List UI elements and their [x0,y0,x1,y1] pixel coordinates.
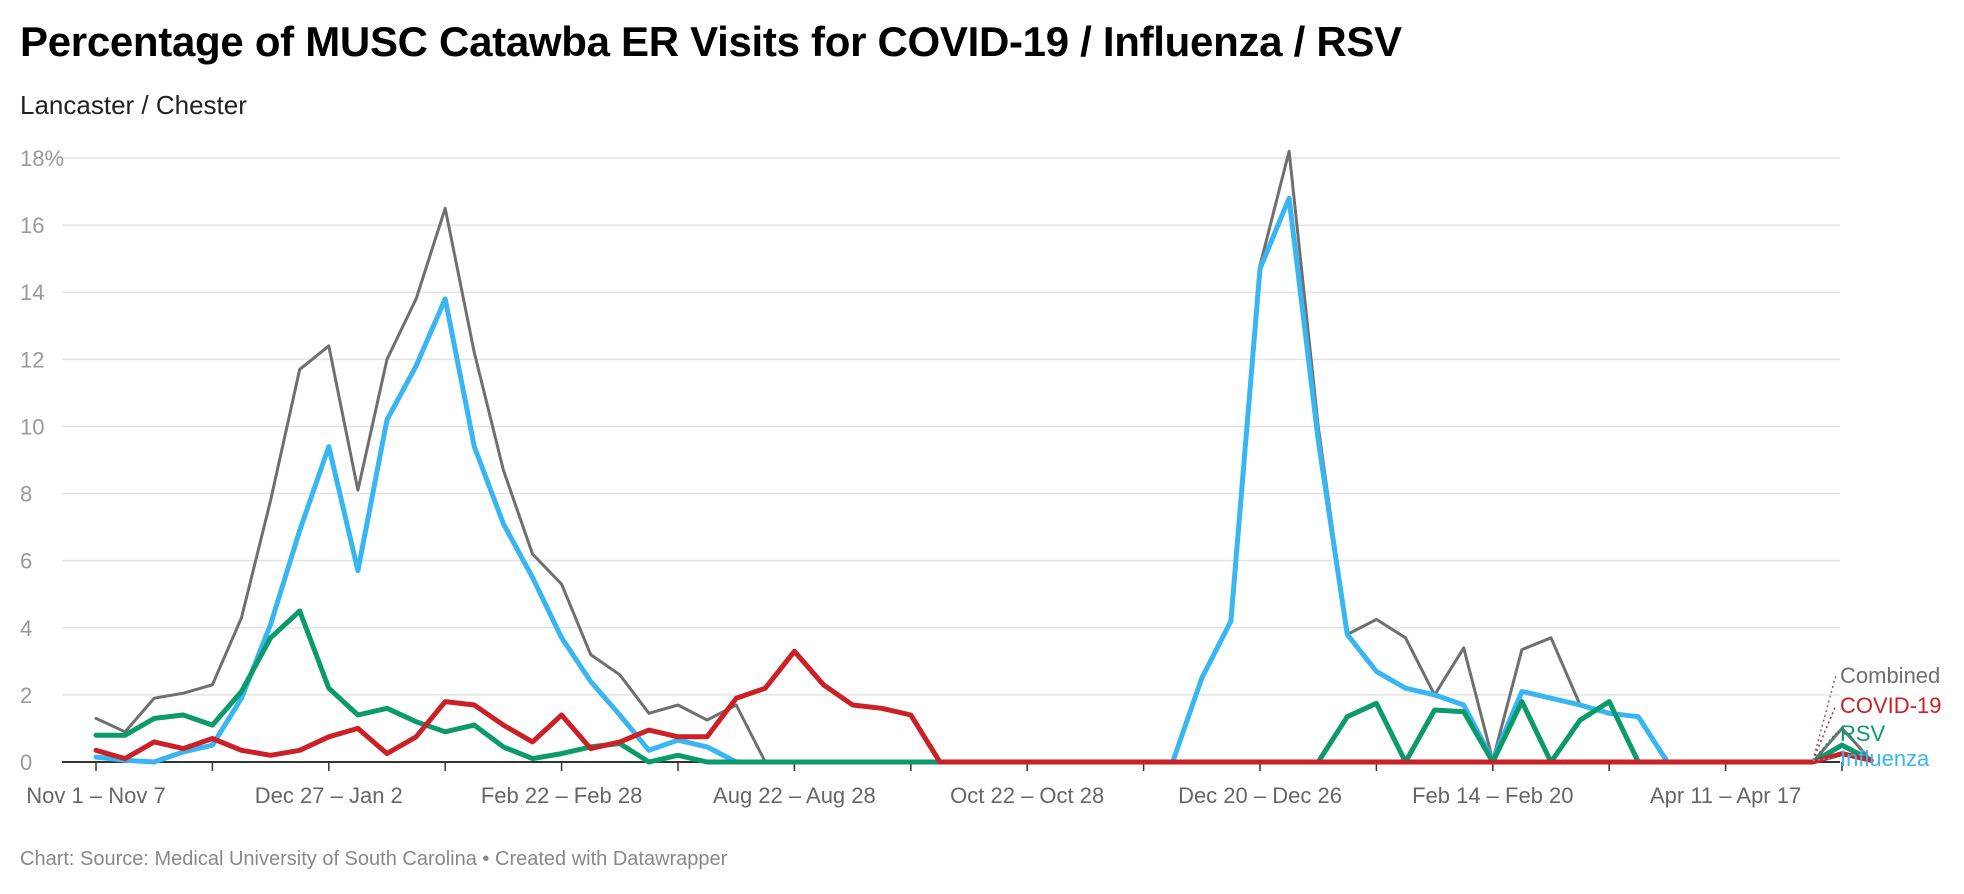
y-tick-label: 10 [20,414,44,439]
y-axis-ticks: 0 2 4 6 8 10 12 14 16 18% [20,146,64,775]
line-label-combined: Combined [1840,663,1940,688]
credit-note: Created with Datawrapper [495,848,728,870]
y-tick-label: 2 [20,683,32,708]
x-tick-label: Dec 27 – Jan 2 [255,783,403,808]
source-note: Chart: Source: Medical University of Sou… [20,848,477,870]
series-line-influenza [93,195,1874,765]
y-tick-label: 16 [20,213,44,238]
line-label-influenza: Influenza [1840,746,1930,771]
line-label-rsv: RSV [1840,721,1886,746]
y-tick-label: 14 [20,280,44,305]
gridlines [62,157,1840,696]
line-label-covid: COVID-19 [1840,693,1941,718]
x-tick-label: Apr 11 – Apr 17 [1650,783,1801,808]
y-tick-label: 12 [20,347,44,372]
y-tick-label: 4 [20,616,32,641]
x-tick-label: Oct 22 – Oct 28 [950,783,1104,808]
series-line-rsv [93,608,1874,765]
x-tick-label: Dec 20 – Dec 26 [1178,783,1342,808]
x-axis: Nov 1 – Nov 7 Dec 27 – Jan 2 Feb 22 – Feb … [26,761,1843,808]
label-connector [1812,732,1837,761]
y-tick-label: 6 [20,549,32,574]
series-lines [93,149,1874,765]
chart-subtitle: Lancaster / Chester [20,90,247,120]
series-line-covid [93,648,1874,765]
x-tick-label: Feb 22 – Feb 28 [481,783,642,808]
y-tick-label: 18% [20,146,64,171]
x-tick-label: Nov 1 – Nov 7 [26,783,165,808]
label-connector [1812,757,1837,762]
chart-footer: Chart: Source: Medical University of Sou… [20,848,727,871]
series-line-combined [94,149,1873,764]
x-tick-label: Aug 22 – Aug 28 [713,783,876,808]
x-tick-label: Feb 14 – Feb 20 [1412,783,1573,808]
y-tick-label: 0 [20,750,32,775]
chart-title: Percentage of MUSC Catawba ER Visits for… [20,18,1402,65]
footer-separator: • [476,848,495,870]
y-tick-label: 8 [20,482,32,507]
